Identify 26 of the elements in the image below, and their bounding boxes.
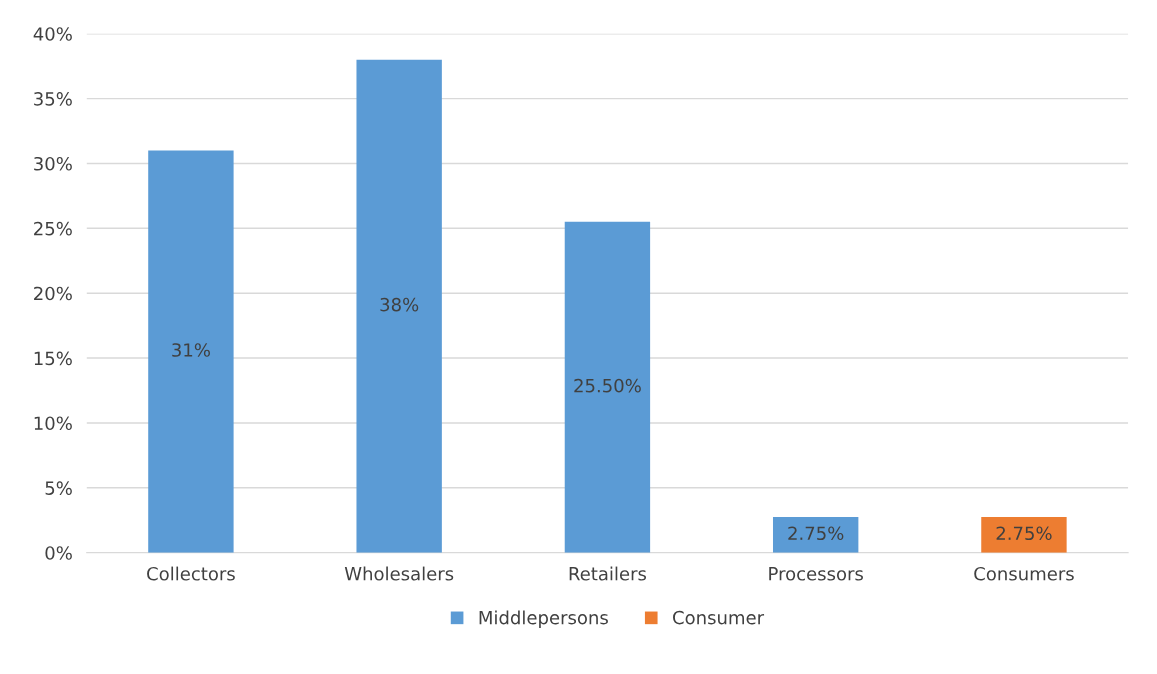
data-label: 31% bbox=[172, 343, 210, 357]
data-label: 38% bbox=[380, 297, 419, 312]
bar bbox=[564, 221, 651, 553]
data-label: 25.50% bbox=[574, 378, 641, 393]
x-tick-label: Wholesalers bbox=[344, 566, 454, 581]
y-tick-label: 40% bbox=[33, 27, 72, 41]
bar bbox=[356, 59, 442, 553]
legend-label: Consumer bbox=[673, 610, 765, 625]
x-tick-label: Collectors bbox=[147, 566, 235, 581]
y-tick-label: 15% bbox=[34, 351, 72, 366]
y-tick-label: 25% bbox=[34, 221, 72, 236]
legend-label: Middlepersons bbox=[479, 610, 608, 628]
x-tick-label: Consumers bbox=[974, 566, 1074, 581]
data-label: 2.75% bbox=[996, 526, 1052, 541]
x-tick-label: Retailers bbox=[569, 566, 647, 581]
y-tick-label: 10% bbox=[34, 416, 72, 431]
y-tick-label: 0% bbox=[45, 546, 72, 560]
data-label: 2.75% bbox=[788, 526, 844, 541]
y-tick-label: 5% bbox=[45, 481, 72, 495]
bar bbox=[772, 517, 859, 553]
y-tick-label: 30% bbox=[34, 156, 72, 171]
y-tick-label: 35% bbox=[34, 92, 72, 106]
bar bbox=[981, 517, 1067, 553]
bar bbox=[148, 150, 234, 553]
x-tick-label: Processors bbox=[769, 567, 863, 581]
y-tick-label: 20% bbox=[34, 286, 72, 301]
